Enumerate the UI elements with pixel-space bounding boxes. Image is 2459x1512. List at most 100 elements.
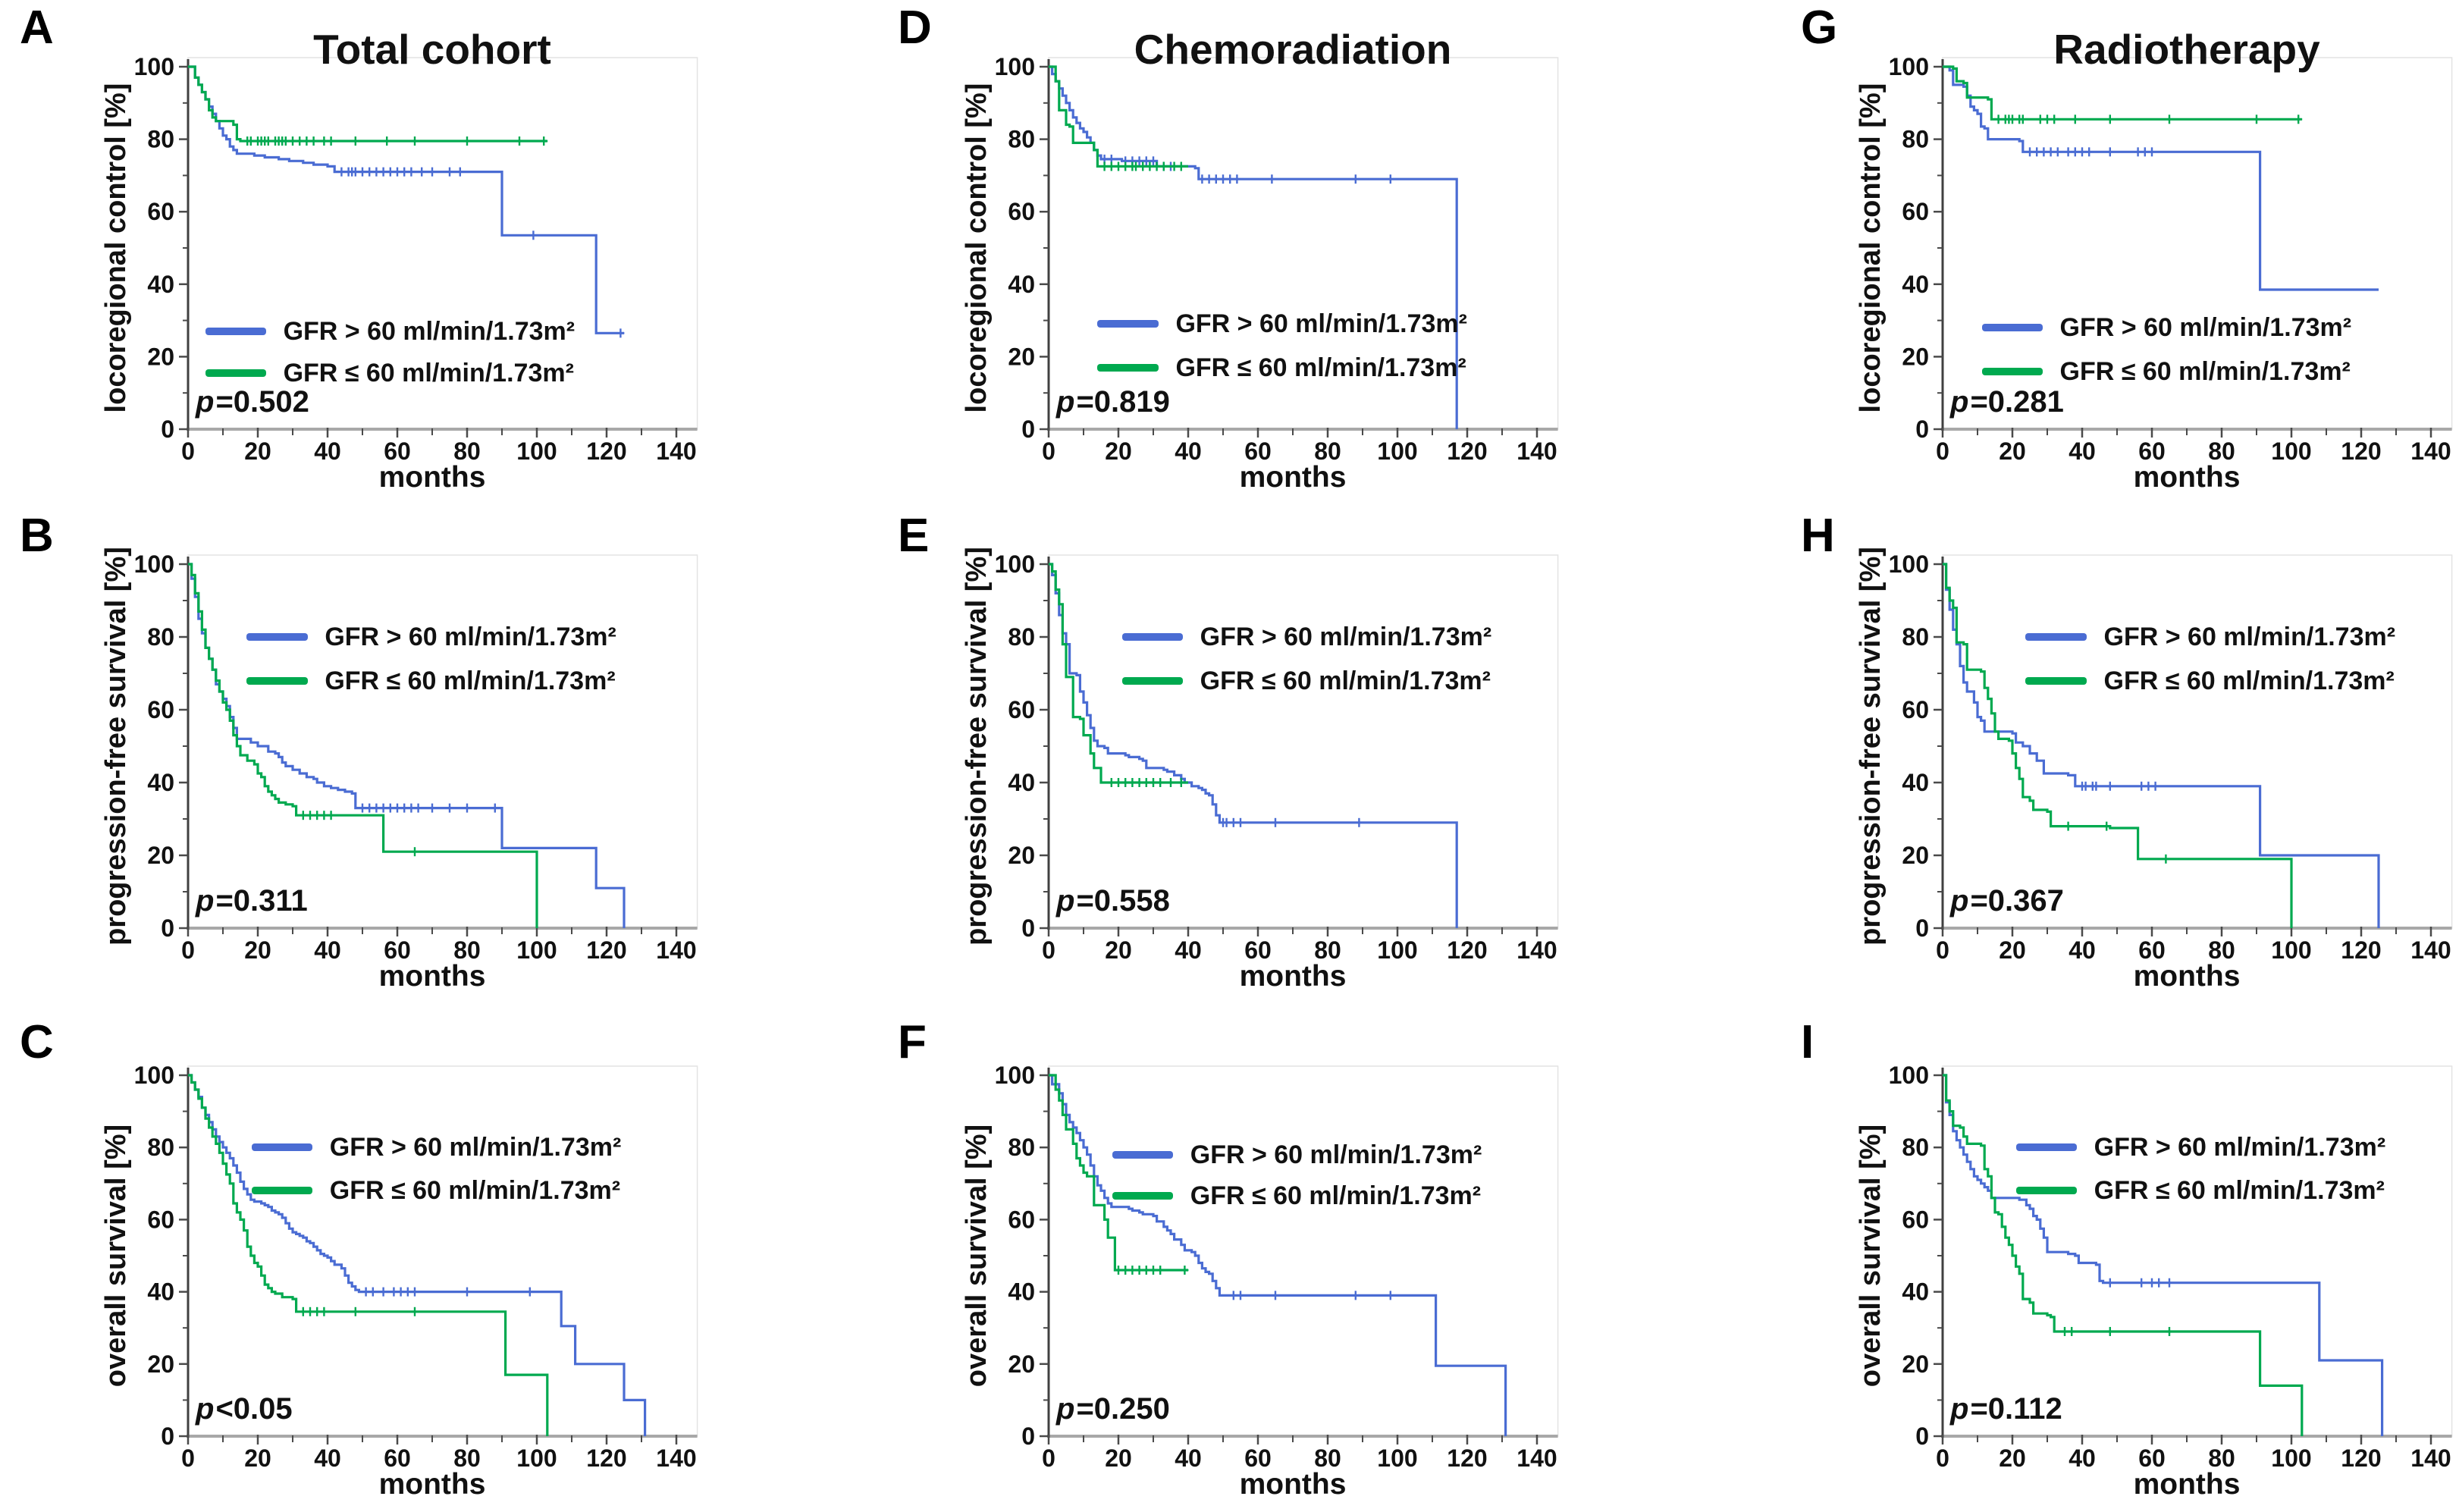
x-tick-label: 80 bbox=[2208, 1445, 2235, 1472]
plot-frame bbox=[1048, 1065, 1559, 1437]
x-tick-label: 40 bbox=[1175, 936, 1202, 964]
x-tick-label: 40 bbox=[1175, 438, 1202, 465]
x-tick-label: 60 bbox=[2138, 438, 2166, 465]
x-tick-label: 140 bbox=[2410, 1445, 2451, 1472]
x-tick-label: 0 bbox=[1936, 936, 1949, 964]
y-tick-label: 20 bbox=[1902, 343, 1929, 370]
km-plot: 0 20 40 60 80 100 120 140 0 20 40 60 80 100 bbox=[995, 1062, 1559, 1472]
km-curve-gfr-le60 bbox=[1049, 65, 1188, 168]
x-tick-label: 60 bbox=[384, 936, 411, 964]
km-plot: 0 20 40 60 80 100 120 140 0 20 40 60 80 100 bbox=[134, 551, 698, 964]
x-tick-label: 60 bbox=[1244, 438, 1272, 465]
x-tick-label: 140 bbox=[2410, 438, 2451, 465]
km-curve-gfr-gt60 bbox=[1049, 563, 1458, 928]
x-tick-label: 40 bbox=[2069, 438, 2096, 465]
x-tick-label: 80 bbox=[453, 438, 481, 465]
censor-marks-gfr-le60 bbox=[1100, 162, 1185, 171]
y-axis-label: overall survival [%] bbox=[100, 1124, 132, 1388]
x-tick-label: 20 bbox=[244, 936, 271, 964]
km-curve-gfr-le60 bbox=[188, 563, 538, 928]
x-tick-label: 100 bbox=[516, 936, 557, 964]
x-tick-label: 0 bbox=[181, 936, 195, 964]
km-curve-gfr-gt60 bbox=[1943, 563, 2380, 928]
panel-letter: H bbox=[1801, 510, 1835, 562]
x-tick-label: 140 bbox=[1516, 438, 1557, 465]
censor-marks-gfr-gt60 bbox=[362, 1287, 534, 1297]
y-tick-label: 60 bbox=[1902, 696, 1929, 723]
y-tick-label: 60 bbox=[147, 696, 174, 723]
y-tick-label: 100 bbox=[134, 551, 174, 578]
y-tick-label: 100 bbox=[995, 1062, 1035, 1089]
km-plot: 0 20 40 60 80 100 120 140 0 20 40 60 80 100 bbox=[1889, 551, 2453, 964]
x-axis-label: months bbox=[378, 1468, 486, 1501]
y-axis-label: locoregional control [%] bbox=[961, 83, 993, 413]
y-tick-label: 40 bbox=[147, 769, 174, 796]
x-tick-label: 120 bbox=[586, 438, 626, 465]
y-tick-label: 40 bbox=[1902, 271, 1929, 298]
km-curve-gfr-le60 bbox=[1049, 1074, 1188, 1272]
x-tick-label: 60 bbox=[2138, 1445, 2166, 1472]
km-curve-gfr-gt60 bbox=[1049, 1074, 1507, 1436]
p-value: p=0.367 bbox=[1950, 884, 2064, 918]
x-tick-label: 20 bbox=[1105, 1445, 1132, 1472]
x-axis-label: months bbox=[1239, 960, 1347, 993]
y-tick-label: 0 bbox=[1021, 914, 1035, 942]
y-axis-label: overall survival [%] bbox=[961, 1124, 993, 1388]
x-tick-label: 0 bbox=[1042, 1445, 1055, 1472]
x-tick-label: 0 bbox=[181, 438, 195, 465]
km-curve-gfr-gt60 bbox=[1049, 65, 1458, 429]
x-tick-label: 0 bbox=[181, 1445, 195, 1472]
x-tick-label: 120 bbox=[2341, 1445, 2381, 1472]
y-tick-label: 100 bbox=[134, 1062, 174, 1089]
y-axis-label: progression-free survival [%] bbox=[1855, 547, 1887, 946]
km-curve-gfr-le60 bbox=[1943, 1074, 2304, 1436]
y-tick-label: 100 bbox=[134, 53, 174, 80]
x-tick-label: 20 bbox=[1105, 438, 1132, 465]
km-panel-B: 0 20 40 60 80 100 120 140 0 20 40 60 80 100 B progres… bbox=[0, 500, 820, 1009]
x-tick-label: 40 bbox=[314, 936, 341, 964]
x-tick-label: 80 bbox=[1314, 1445, 1341, 1472]
y-axis-label: locoregional control [%] bbox=[100, 83, 132, 413]
km-panel-C: 0 20 40 60 80 100 120 140 0 20 40 60 80 100 C overall… bbox=[0, 1009, 820, 1512]
y-tick-label: 0 bbox=[1915, 416, 1929, 443]
y-tick-label: 60 bbox=[147, 1206, 174, 1233]
x-tick-label: 60 bbox=[384, 1445, 411, 1472]
km-plot: 0 20 40 60 80 100 120 140 0 20 40 60 80 100 bbox=[134, 53, 698, 465]
x-tick-label: 80 bbox=[2208, 438, 2235, 465]
x-tick-label: 80 bbox=[453, 1445, 481, 1472]
y-tick-label: 40 bbox=[1008, 769, 1035, 796]
km-plot: 0 20 40 60 80 100 120 140 0 20 40 60 80 100 bbox=[134, 1062, 698, 1472]
censor-marks-gfr-gt60 bbox=[2078, 781, 2159, 791]
x-tick-label: 100 bbox=[516, 1445, 557, 1472]
x-tick-label: 0 bbox=[1936, 438, 1949, 465]
x-axis-label: months bbox=[1239, 1468, 1347, 1501]
x-tick-label: 140 bbox=[656, 438, 696, 465]
x-tick-label: 40 bbox=[314, 438, 341, 465]
x-tick-label: 40 bbox=[2069, 936, 2096, 964]
censor-marks-gfr-gt60 bbox=[337, 167, 625, 338]
km-curve-gfr-gt60 bbox=[188, 65, 624, 334]
y-tick-label: 20 bbox=[1008, 343, 1035, 370]
panel-title: Chemoradiation bbox=[1134, 26, 1452, 73]
x-tick-label: 120 bbox=[586, 1445, 626, 1472]
y-tick-label: 20 bbox=[1902, 842, 1929, 869]
x-tick-label: 100 bbox=[2271, 438, 2311, 465]
km-curve-gfr-gt60 bbox=[1943, 1074, 2384, 1436]
censor-marks-gfr-gt60 bbox=[2106, 1278, 2173, 1288]
censor-marks-gfr-le60 bbox=[1107, 778, 1185, 787]
censor-marks-gfr-le60 bbox=[299, 811, 419, 857]
km-curve-gfr-le60 bbox=[1049, 563, 1188, 784]
y-axis-label: progression-free survival [%] bbox=[961, 547, 993, 946]
km-panel-D: 0 20 40 60 80 100 120 140 0 20 40 60 80 100 D Chemora… bbox=[820, 0, 1639, 500]
km-panel-H: 0 20 40 60 80 100 120 140 0 20 40 60 80 100 H progres… bbox=[1639, 500, 2459, 1009]
x-tick-label: 0 bbox=[1936, 1445, 1949, 1472]
censor-marks-gfr-le60 bbox=[1115, 1266, 1189, 1275]
panel-letter: G bbox=[1801, 2, 1838, 54]
y-tick-label: 100 bbox=[1889, 551, 1929, 578]
y-tick-label: 0 bbox=[1915, 1423, 1929, 1450]
x-tick-label: 100 bbox=[1377, 438, 1417, 465]
y-tick-label: 20 bbox=[1008, 1350, 1035, 1378]
panel-title: Radiotherapy bbox=[2053, 26, 2320, 73]
y-tick-label: 60 bbox=[1008, 696, 1035, 723]
